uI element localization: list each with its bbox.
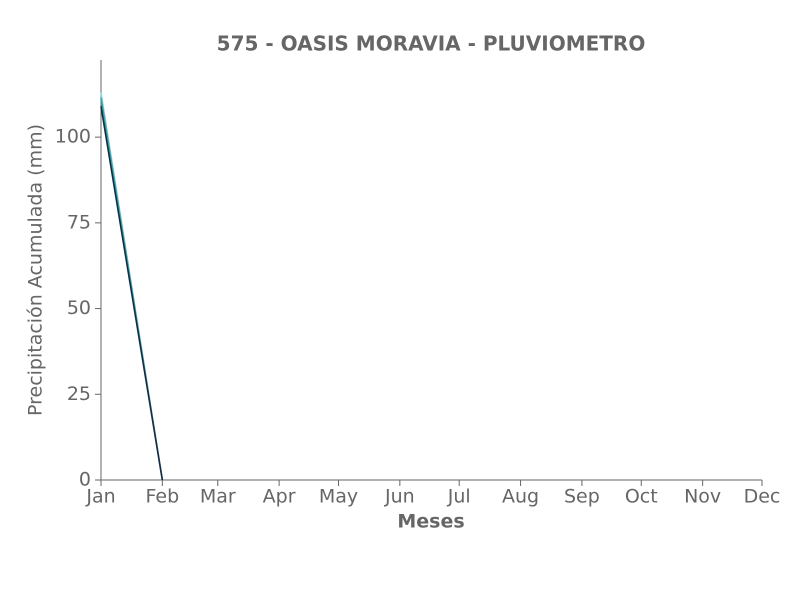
y-tick-label: 0 (79, 469, 91, 491)
x-tick-label: Nov (684, 486, 721, 508)
x-tick-label: Jan (85, 486, 115, 508)
y-tick-label: 50 (67, 297, 91, 319)
x-tick-label: Aug (502, 486, 539, 508)
y-tick-label: 75 (67, 211, 91, 233)
x-axis-label: Meses (397, 511, 464, 533)
x-tick-label: Feb (146, 486, 180, 508)
y-axis-label: Precipitación Acumulada (mm) (25, 124, 47, 416)
x-tick-label: Sep (564, 486, 600, 508)
x-tick-label: Oct (625, 486, 658, 508)
x-tick-label: Dec (744, 486, 781, 508)
y-tick-label: 100 (55, 126, 91, 148)
x-tick-label: May (319, 486, 358, 508)
x-tick-label: Apr (263, 486, 296, 508)
x-tick-label: Jun (384, 486, 415, 508)
series-line (100, 106, 164, 481)
x-tick-label: Mar (200, 486, 236, 508)
chart-title: 575 - OASIS MORAVIA - PLUVIOMETRO (217, 32, 646, 56)
x-tick-label: Jul (447, 486, 471, 508)
y-tick-label: 25 (67, 383, 91, 405)
